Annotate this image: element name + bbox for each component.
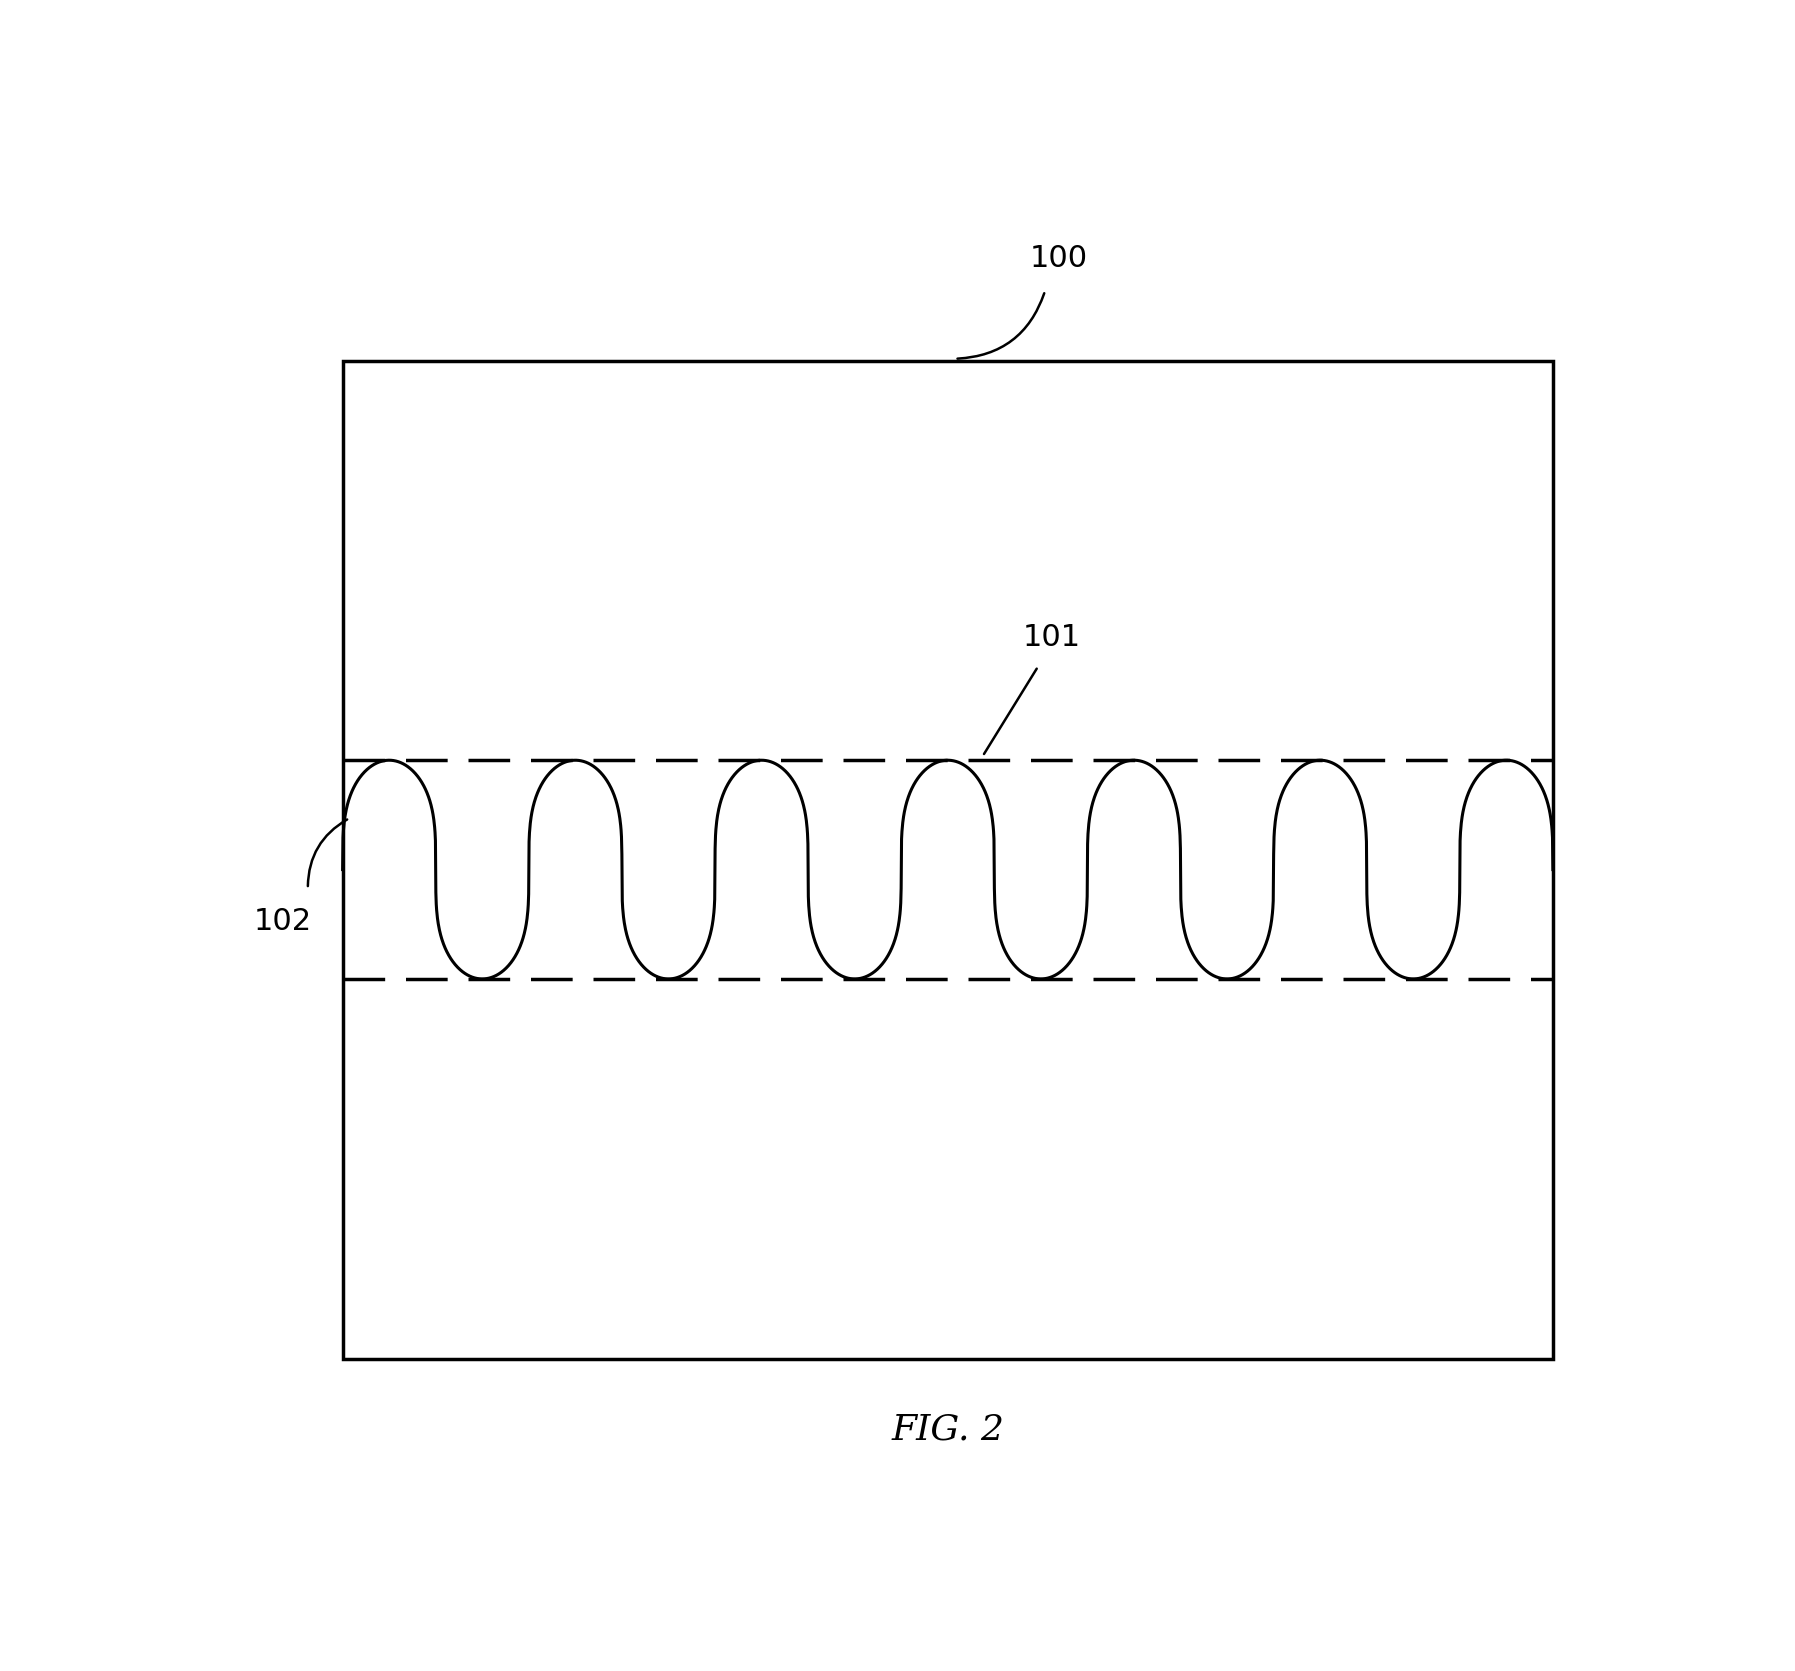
Text: FIG. 2: FIG. 2	[892, 1412, 1003, 1447]
Bar	[343, 361, 1553, 1359]
Text: 101: 101	[1023, 623, 1081, 652]
Text: 100: 100	[1030, 244, 1088, 272]
Text: 102: 102	[253, 907, 312, 936]
